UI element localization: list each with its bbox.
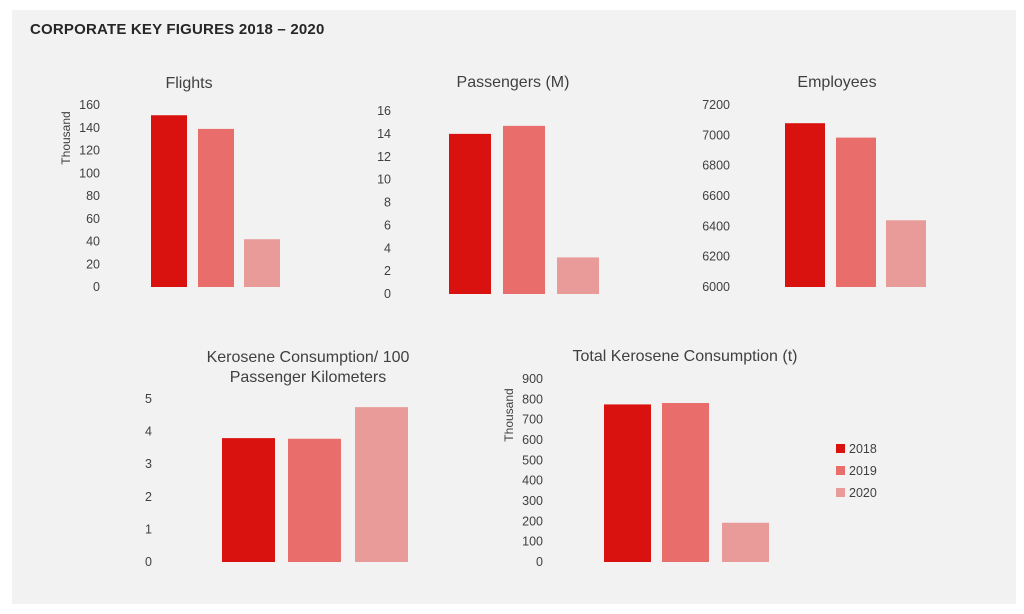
chart-title-employees: Employees (797, 74, 876, 91)
y-tick-label: 3 (145, 457, 152, 471)
bar-total-kerosene-2018 (604, 404, 651, 562)
legend-swatch-2019 (836, 466, 845, 475)
y-tick-label: 300 (522, 494, 543, 508)
y-tick-label: 2 (145, 490, 152, 504)
bar-flights-2018 (151, 115, 187, 287)
y-tick-label: 800 (522, 392, 543, 406)
y-tick-label: 0 (145, 555, 152, 569)
bar-passengers-2018 (449, 133, 491, 294)
legend-label-2019: 2019 (849, 464, 877, 478)
y-tick-label: 0 (93, 280, 100, 294)
y-tick-label: 40 (86, 235, 100, 249)
y-tick-label: 7200 (702, 98, 730, 112)
y-tick-label: 14 (377, 127, 391, 141)
y-tick-label: 6400 (702, 219, 730, 233)
y-axis-label: Thousand (59, 111, 73, 164)
bar-total-kerosene-2019 (662, 402, 709, 562)
page-title: CORPORATE KEY FIGURES 2018 – 2020 (30, 21, 325, 38)
y-tick-label: 120 (79, 144, 100, 158)
bar-passengers-2019 (503, 125, 545, 295)
y-tick-label: 140 (79, 121, 100, 135)
y-tick-label: 6600 (702, 189, 730, 203)
bar-total-kerosene-2020 (722, 522, 769, 562)
y-tick-label: 400 (522, 474, 543, 488)
bar-kerosene-per-100pkm-2019 (288, 438, 341, 562)
y-tick-label: 160 (79, 98, 100, 112)
y-tick-label: 12 (377, 150, 391, 164)
y-tick-label: 10 (377, 173, 391, 187)
legend-swatch-2018 (836, 444, 845, 453)
y-tick-label: 0 (384, 287, 391, 301)
bar-employees-2019 (836, 137, 876, 287)
y-tick-label: 6 (384, 218, 391, 232)
chart-title-passengers: Passengers (M) (457, 74, 570, 91)
y-tick-label: 6000 (702, 280, 730, 294)
chart-title-flights: Flights (165, 75, 212, 92)
y-axis-label: Thousand (502, 388, 516, 441)
y-tick-label: 1 (145, 522, 152, 536)
y-tick-label: 8 (384, 196, 391, 210)
legend-swatch-2020 (836, 488, 845, 497)
legend-label-2020: 2020 (849, 486, 877, 500)
y-tick-label: 2 (384, 264, 391, 278)
bar-employees-2020 (886, 220, 926, 287)
y-tick-label: 4 (384, 241, 391, 255)
y-tick-label: 80 (86, 189, 100, 203)
bar-employees-2018 (785, 123, 825, 287)
bar-flights-2019 (198, 128, 234, 287)
y-tick-label: 600 (522, 433, 543, 447)
chart-title-total-kerosene: Total Kerosene Consumption (t) (573, 348, 798, 365)
y-tick-label: 0 (536, 555, 543, 569)
bar-passengers-2020 (557, 257, 599, 294)
chart-title-kerosene-per-100pkm: Passenger Kilometers (230, 369, 387, 386)
report-panel (12, 10, 1016, 604)
y-tick-label: 20 (86, 257, 100, 271)
y-tick-label: 6800 (702, 159, 730, 173)
y-tick-label: 100 (79, 166, 100, 180)
bar-kerosene-per-100pkm-2018 (222, 438, 275, 562)
y-tick-label: 700 (522, 413, 543, 427)
y-tick-label: 500 (522, 453, 543, 467)
y-tick-label: 200 (522, 514, 543, 528)
y-tick-label: 4 (145, 425, 152, 439)
bar-flights-2020 (244, 239, 280, 287)
chart-title-kerosene-per-100pkm: Kerosene Consumption/ 100 (207, 349, 410, 366)
legend-label-2018: 2018 (849, 442, 877, 456)
y-tick-label: 100 (522, 535, 543, 549)
y-tick-label: 900 (522, 372, 543, 386)
bar-kerosene-per-100pkm-2020 (355, 407, 408, 562)
y-tick-label: 16 (377, 104, 391, 118)
y-tick-label: 60 (86, 212, 100, 226)
y-tick-label: 6200 (702, 250, 730, 264)
y-tick-label: 5 (145, 392, 152, 406)
y-tick-label: 7000 (702, 128, 730, 142)
